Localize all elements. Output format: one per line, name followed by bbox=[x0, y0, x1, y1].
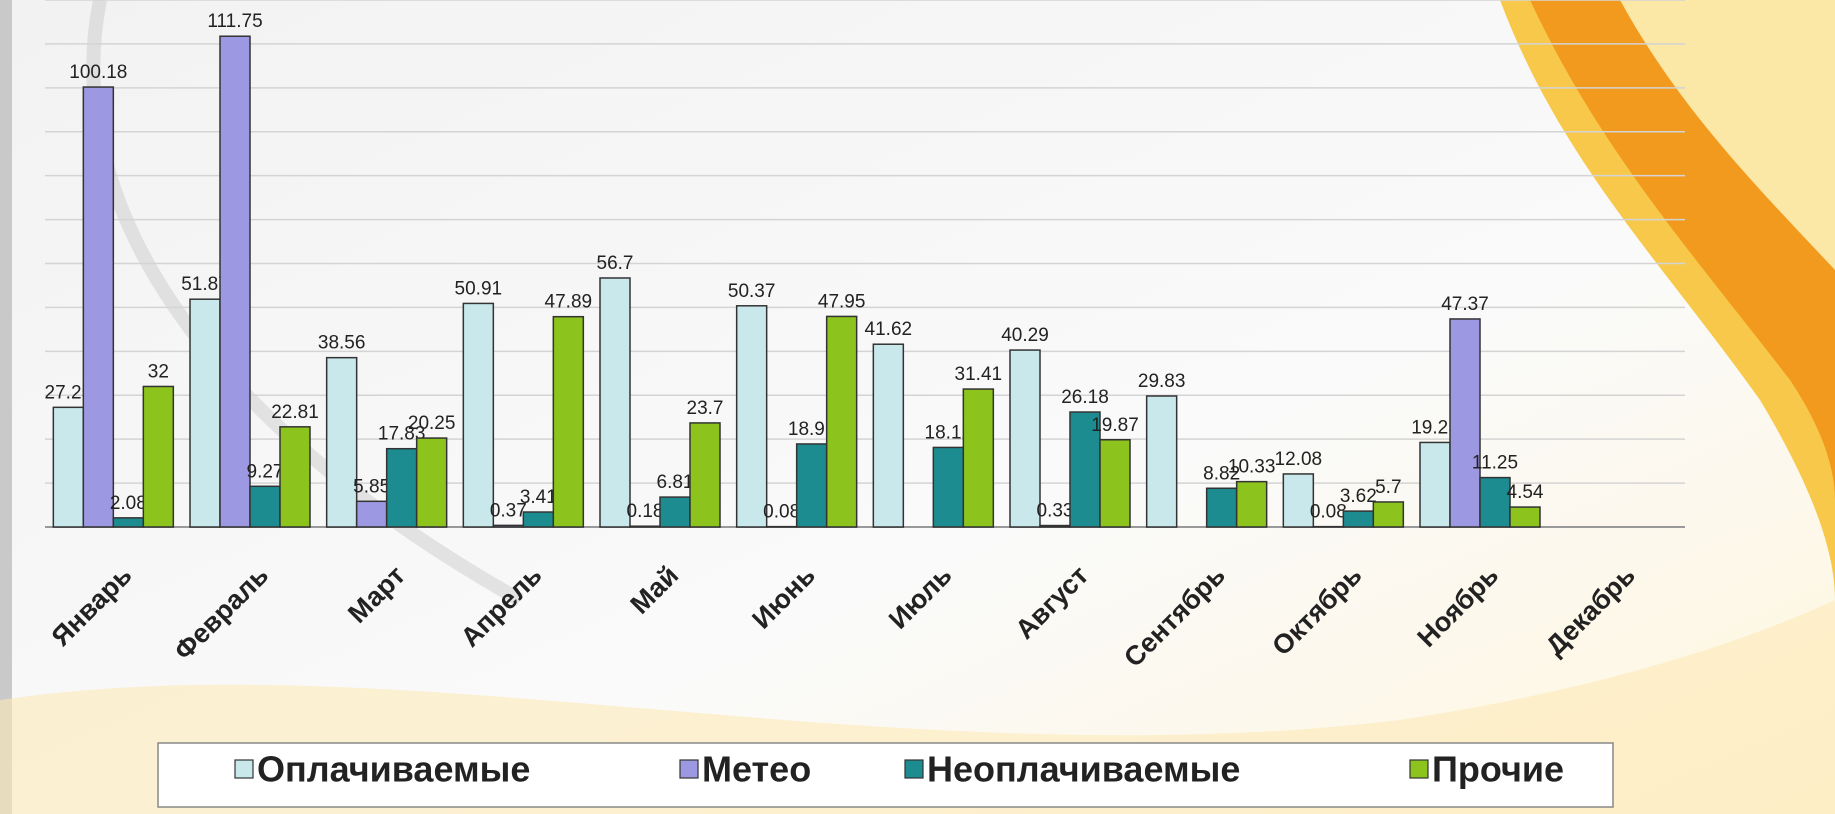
value-label: 5.7 bbox=[1375, 477, 1401, 498]
bar bbox=[1145, 395, 1178, 528]
bar bbox=[1449, 318, 1481, 528]
bar bbox=[355, 500, 388, 528]
value-label: 23.7 bbox=[687, 398, 724, 419]
value-label: 3.62 bbox=[1340, 486, 1377, 507]
bar bbox=[932, 446, 965, 528]
bar bbox=[1235, 480, 1268, 528]
bar bbox=[325, 356, 358, 528]
value-label: 18.12 bbox=[925, 422, 973, 443]
value-label: 17.83 bbox=[378, 424, 426, 445]
value-label: 26.18 bbox=[1061, 387, 1109, 408]
value-label: 2.08 bbox=[110, 493, 147, 514]
bar bbox=[599, 277, 631, 528]
bar bbox=[1509, 506, 1541, 528]
legend-swatch bbox=[234, 759, 254, 779]
bar bbox=[1419, 441, 1451, 528]
bar bbox=[189, 298, 221, 528]
value-label: 19.87 bbox=[1091, 415, 1139, 436]
value-label: 4.54 bbox=[1507, 482, 1544, 503]
bar bbox=[689, 422, 721, 528]
bar bbox=[385, 447, 418, 528]
bar bbox=[795, 443, 828, 528]
bar bbox=[52, 406, 85, 528]
bar bbox=[735, 305, 768, 528]
bar bbox=[629, 525, 661, 528]
bar bbox=[552, 315, 585, 528]
value-label: 47.37 bbox=[1441, 294, 1489, 315]
bar bbox=[82, 86, 115, 528]
value-label: 0.08 bbox=[763, 502, 800, 523]
legend-label: Метео bbox=[702, 749, 811, 790]
bar bbox=[1205, 487, 1238, 528]
value-label: 10.33 bbox=[1228, 457, 1276, 478]
value-label: 31.41 bbox=[955, 364, 1003, 385]
value-label: 111.75 bbox=[207, 11, 262, 32]
legend-swatch bbox=[904, 759, 924, 779]
bar bbox=[492, 524, 525, 528]
value-label: 6.81 bbox=[657, 472, 694, 493]
value-label: 50.37 bbox=[728, 281, 776, 302]
bar bbox=[142, 385, 175, 528]
value-label: 5.85 bbox=[353, 476, 390, 497]
bar bbox=[1009, 349, 1041, 528]
value-label: 0.37 bbox=[490, 500, 527, 521]
value-label: 12.08 bbox=[1275, 449, 1323, 470]
bar bbox=[825, 315, 858, 528]
bar bbox=[1099, 438, 1131, 528]
legend-label: Неоплачиваемые bbox=[927, 749, 1240, 790]
value-label: 38.56 bbox=[318, 333, 366, 354]
bar bbox=[462, 302, 495, 528]
value-label: 29.83 bbox=[1138, 371, 1186, 392]
value-label: 51.87 bbox=[181, 274, 229, 295]
decor bbox=[1620, 0, 1835, 270]
value-label: 0.33 bbox=[1037, 501, 1074, 522]
value-label: 50.91 bbox=[455, 278, 503, 299]
value-label: 0.08 bbox=[1310, 502, 1347, 523]
legend-label: Оплачиваемые bbox=[257, 749, 530, 790]
bar bbox=[1342, 510, 1375, 528]
value-label: 100.18 bbox=[69, 62, 127, 83]
bar bbox=[659, 496, 691, 528]
value-label: 11.25 bbox=[1472, 453, 1518, 474]
bar bbox=[1372, 501, 1405, 528]
value-label: 8.82 bbox=[1203, 463, 1240, 484]
bar bbox=[872, 343, 905, 528]
legend-swatch bbox=[1409, 759, 1429, 779]
value-label: 47.89 bbox=[545, 292, 593, 313]
value-label: 27.25 bbox=[45, 382, 93, 403]
value-label: 47.95 bbox=[818, 291, 866, 312]
value-label: 41.62 bbox=[865, 319, 913, 340]
bar bbox=[112, 517, 145, 528]
bar bbox=[1039, 524, 1071, 528]
value-label: 19.25 bbox=[1411, 417, 1459, 438]
legend-label: Прочие bbox=[1432, 749, 1564, 790]
value-label: 56.7 bbox=[597, 253, 634, 274]
value-label: 32 bbox=[148, 361, 169, 382]
bar bbox=[219, 35, 251, 528]
left-frame bbox=[0, 0, 12, 814]
value-label: 22.81 bbox=[271, 402, 319, 423]
bar bbox=[249, 485, 281, 528]
value-label: 18.91 bbox=[788, 419, 836, 440]
bar bbox=[1479, 476, 1511, 528]
value-label: 3.41 bbox=[520, 487, 557, 508]
value-label: 0.18 bbox=[627, 501, 664, 522]
bar bbox=[522, 511, 555, 528]
value-label: 9.27 bbox=[247, 461, 284, 482]
bar bbox=[962, 388, 995, 528]
bar bbox=[1282, 473, 1315, 528]
legend-box bbox=[157, 742, 1614, 808]
legend-swatch bbox=[679, 759, 699, 779]
value-label: 20.25 bbox=[408, 413, 456, 434]
bar bbox=[279, 426, 311, 528]
bar bbox=[415, 437, 448, 528]
value-label: 40.29 bbox=[1001, 325, 1049, 346]
